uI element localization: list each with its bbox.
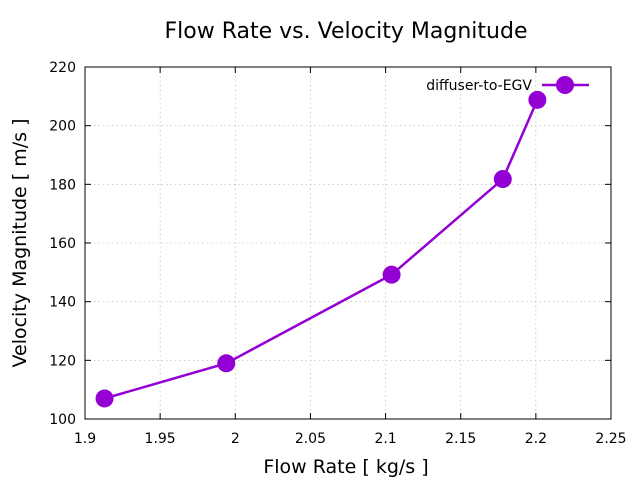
data-point (528, 90, 547, 109)
x-tick-label: 1.95 (145, 431, 176, 447)
plot-frame (84, 66, 612, 420)
data-point (217, 354, 236, 373)
y-tick-label: 180 (49, 177, 76, 193)
y-tick-label: 100 (49, 412, 76, 428)
grid-lines (85, 67, 611, 419)
legend: diffuser-to-EGV (426, 76, 589, 94)
x-tick-label: 2.25 (595, 431, 626, 447)
x-tick-label: 2.1 (374, 431, 396, 447)
data-point (382, 265, 401, 284)
y-axis-label: Velocity Magnitude [ m/s ] (9, 119, 31, 368)
legend-label: diffuser-to-EGV (426, 78, 532, 94)
data-point (95, 389, 114, 408)
x-tick-label: 2.15 (445, 431, 476, 447)
y-tick-label: 120 (49, 353, 76, 369)
x-tick-label: 1.9 (74, 431, 96, 447)
y-tick-label: 220 (49, 60, 76, 76)
legend-marker (556, 76, 574, 94)
series-layer (95, 90, 547, 408)
x-tick-label: 2.05 (295, 431, 326, 447)
y-tick-label: 140 (49, 295, 76, 311)
y-tick-label: 160 (49, 236, 76, 252)
y-tick-label: 200 (49, 119, 76, 135)
axis-ticks: 1.9 1.95 2 2.05 2.1 2.15 2.2 2.25 100 120 140 160 18… (49, 60, 626, 447)
series-line (104, 99, 539, 400)
chart-title: Flow Rate vs. Velocity Magnitude (165, 19, 528, 44)
x-tick-label: 2 (231, 431, 240, 447)
x-tick-label: 2.2 (525, 431, 547, 447)
data-point (493, 170, 512, 189)
x-axis-label: Flow Rate [ kg/s ] (263, 456, 428, 478)
